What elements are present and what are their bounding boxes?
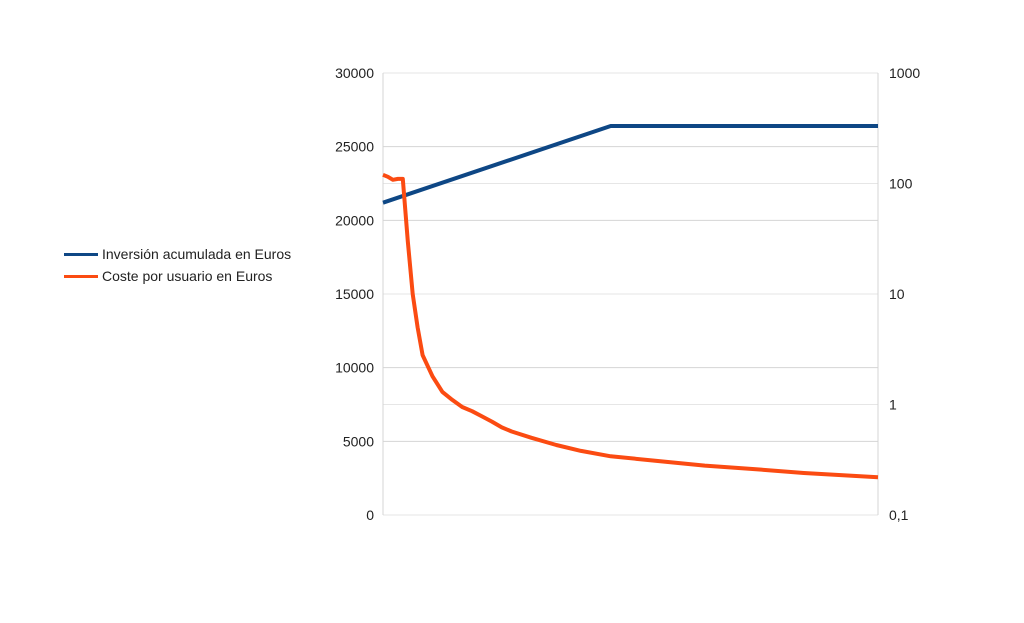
legend-label-series-2: Coste por usuario en Euros — [102, 268, 273, 284]
right-tick-label: 10 — [889, 286, 905, 302]
horizontal-gridlines — [382, 72, 879, 516]
left-axis-tick-labels: 0 5000 10000 15000 20000 25000 30000 — [335, 65, 374, 523]
left-tick-label: 5000 — [343, 433, 374, 449]
series-line-1 — [382, 124, 878, 205]
left-tick-label: 10000 — [335, 360, 374, 376]
legend-item-series-1: Inversión acumulada en Euros — [64, 243, 291, 265]
left-tick-label: 15000 — [335, 286, 374, 302]
series-line-2 — [382, 172, 879, 480]
legend-label-series-1: Inversión acumulada en Euros — [102, 246, 292, 262]
plot-lines — [382, 124, 879, 480]
right-tick-label: 100 — [889, 176, 913, 192]
left-tick-label: 30000 — [335, 65, 374, 81]
right-axis-tick-labels: 0,1 1 10 100 1000 — [889, 65, 920, 523]
right-tick-label: 1 — [889, 397, 897, 413]
left-tick-label: 0 — [366, 507, 374, 523]
left-tick-label: 20000 — [335, 212, 374, 228]
right-tick-label: 1000 — [889, 65, 920, 81]
right-tick-label: 0,1 — [889, 507, 909, 523]
legend: Inversión acumulada en Euros Coste por u… — [64, 243, 291, 287]
legend-swatch-series-1 — [64, 252, 98, 256]
legend-swatch-series-2 — [64, 274, 98, 278]
legend-item-series-2: Coste por usuario en Euros — [64, 265, 291, 287]
left-tick-label: 25000 — [335, 139, 374, 155]
